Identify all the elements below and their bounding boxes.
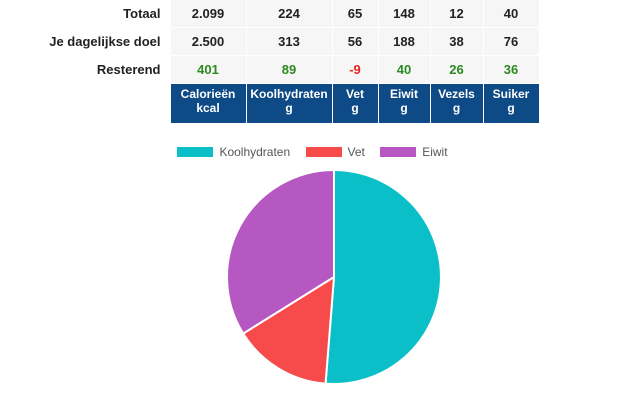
pie-slice-vet[interactable] [241, 275, 336, 385]
column-unit: g [285, 101, 293, 115]
cell-resterend-eiwit: 40 [377, 55, 431, 84]
row-label-resterend: Resterend [0, 55, 170, 84]
column-unit: g [351, 101, 359, 115]
cell-doel-vet: 56 [331, 27, 379, 56]
pie-slice-eiwit[interactable] [225, 168, 335, 335]
column-name: Suiker [492, 87, 530, 101]
chart-legend: Koolhydraten Vet Eiwit [0, 144, 625, 159]
column-header-row: Calorieën kcal Koolhydraten g Vet g Eiwit g … [0, 83, 540, 123]
column-header-suiker: Suiker g [482, 83, 540, 123]
legend-item-vet[interactable]: Vet [305, 144, 365, 160]
legend-label: Vet [347, 145, 365, 160]
cell-resterend-calorieen: 401 [169, 55, 247, 84]
column-name: Vet [345, 87, 364, 101]
column-header-vet: Vet g [331, 83, 379, 123]
legend-item-koolhydraten[interactable]: Koolhydraten [177, 144, 290, 159]
cell-totaal-koolhydraten: 224 [245, 0, 333, 28]
legend-swatch [177, 147, 214, 158]
cell-resterend-koolhydraten: 89 [245, 55, 333, 84]
column-unit: g [400, 101, 408, 115]
column-header-koolhydraten: Koolhydraten g [245, 83, 333, 123]
row-dagelijkse-doel: Je dagelijkse doel 2.500 313 56 188 38 7… [0, 27, 540, 56]
cell-totaal-eiwit: 148 [377, 0, 431, 28]
legend-item-eiwit[interactable]: Eiwit [380, 144, 448, 160]
column-header-calorieen: Calorieën kcal [169, 83, 247, 123]
column-header-eiwit: Eiwit g [377, 83, 431, 123]
column-name: Koolhydraten [250, 87, 328, 101]
legend-swatch [305, 147, 342, 158]
column-name: Eiwit [389, 87, 418, 101]
cell-totaal-vezels: 12 [429, 0, 484, 28]
column-unit: g [452, 101, 461, 115]
cell-doel-calorieen: 2.500 [169, 27, 247, 56]
cell-doel-vezels: 38 [429, 27, 484, 56]
row-resterend: Resterend 401 89 -9 40 26 36 [0, 55, 540, 84]
pie-slice-koolhydraten[interactable] [324, 168, 442, 385]
row-label-totaal: Totaal [0, 0, 170, 28]
cell-resterend-vezels: 26 [429, 55, 484, 84]
legend-label: Eiwit [422, 145, 448, 160]
cell-totaal-vet: 65 [331, 0, 379, 28]
column-header-vezels: Vezels g [429, 83, 484, 123]
column-unit: g [507, 101, 515, 115]
cell-doel-suiker: 76 [482, 27, 540, 56]
nutrition-table: Totaal 2.099 224 65 148 12 40 Je dagelij… [0, 0, 540, 123]
cell-totaal-calorieen: 2.099 [169, 0, 247, 28]
cell-resterend-suiker: 36 [482, 55, 540, 84]
column-name: Vezels [438, 87, 475, 101]
legend-swatch [380, 147, 417, 158]
cell-totaal-suiker: 40 [482, 0, 540, 28]
cell-doel-koolhydraten: 313 [245, 27, 333, 56]
column-unit: kcal [196, 101, 220, 115]
row-totaal: Totaal 2.099 224 65 148 12 40 [0, 0, 540, 28]
column-name: Calorieën [180, 87, 236, 101]
cell-doel-eiwit: 188 [377, 27, 431, 56]
row-label-dagelijkse-doel: Je dagelijkse doel [0, 27, 170, 56]
legend-label: Koolhydraten [219, 145, 291, 160]
